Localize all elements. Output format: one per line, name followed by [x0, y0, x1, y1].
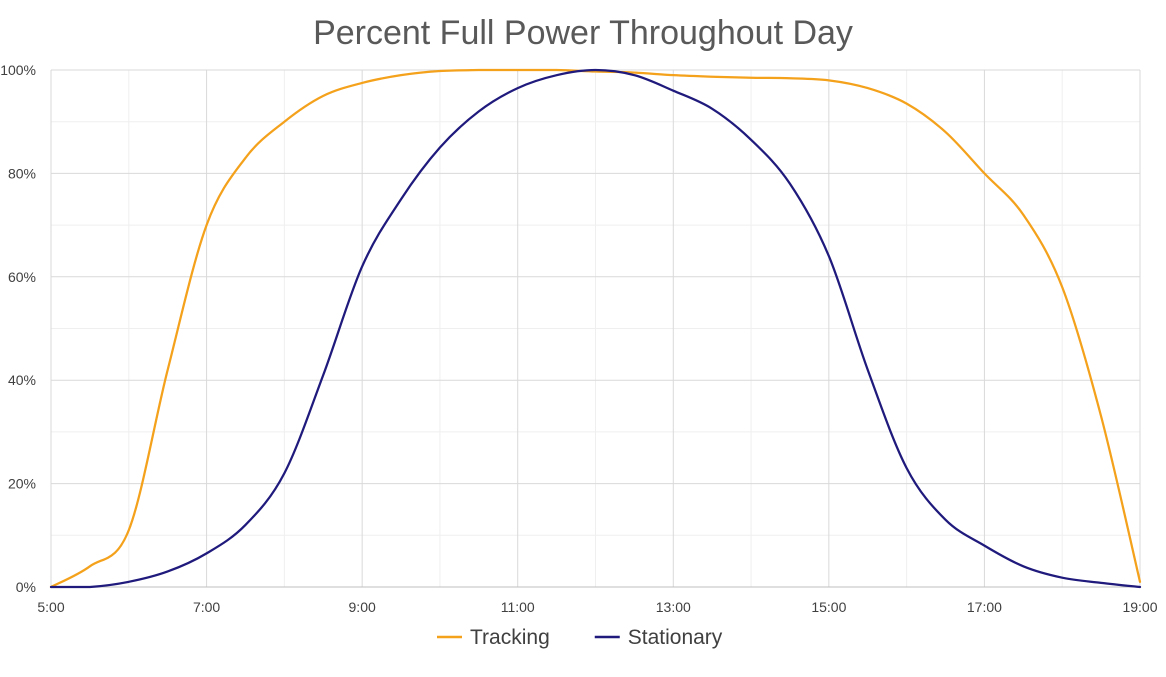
series-lines	[49, 68, 1142, 589]
y-tick-label: 80%	[8, 165, 36, 181]
x-tick-label: 13:00	[656, 599, 691, 615]
series-line-tracking	[49, 68, 1142, 589]
y-tick-label: 20%	[8, 476, 36, 492]
y-tick-label: 40%	[8, 372, 36, 388]
minor-gridlines	[51, 70, 1140, 587]
y-tick-label: 100%	[0, 62, 36, 78]
legend-label-tracking: Tracking	[470, 626, 550, 649]
y-axis-tick-labels: 0% 20% 40% 60% 80% 100%	[0, 62, 36, 595]
x-axis-tick-labels: 5:00 7:00 9:00 11:00 13:00 15:00 17:00 19:00	[37, 599, 1157, 615]
chart-title: Percent Full Power Throughout Day	[313, 14, 853, 52]
legend-label-stationary: Stationary	[628, 626, 723, 649]
x-tick-label: 11:00	[501, 599, 535, 615]
x-tick-label: 19:00	[1122, 599, 1157, 615]
series-line-stationary	[49, 68, 1142, 589]
y-tick-label: 60%	[8, 269, 36, 285]
legend: Tracking Stationary	[437, 626, 723, 649]
x-tick-label: 9:00	[349, 599, 376, 615]
x-tick-label: 15:00	[811, 599, 846, 615]
x-tick-label: 5:00	[37, 599, 64, 615]
x-tick-label: 17:00	[967, 599, 1002, 615]
y-tick-label: 0%	[16, 579, 36, 595]
x-tick-label: 7:00	[193, 599, 220, 615]
